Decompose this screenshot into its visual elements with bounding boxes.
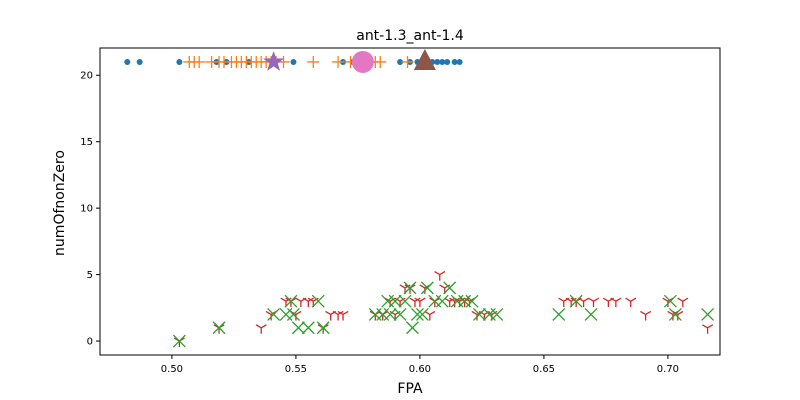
- data-point-plus: [332, 55, 345, 68]
- data-point-plus: [401, 55, 414, 68]
- data-point-x: [465, 294, 479, 308]
- y-axis-title: numOfnonZero: [52, 150, 68, 256]
- series-star: [263, 50, 285, 71]
- data-point-x: [398, 294, 412, 308]
- data-point-dot: [439, 58, 446, 65]
- data-point-triangle: [413, 48, 436, 70]
- data-point-dot: [434, 58, 441, 65]
- data-point-x: [286, 308, 300, 321]
- y-tick-label: 20: [80, 71, 93, 82]
- data-point-x: [212, 321, 226, 335]
- data-point-x: [435, 294, 449, 308]
- data-point-x: [552, 308, 566, 321]
- x-tick-label: 0.70: [657, 364, 679, 375]
- x-tick-label: 0.50: [161, 364, 183, 375]
- data-point-dot: [397, 58, 404, 65]
- data-point-tri_down: [640, 310, 652, 321]
- data-point-tri_down: [625, 297, 637, 308]
- x-tick-label: 0.65: [533, 364, 555, 375]
- data-point-x: [284, 294, 298, 308]
- series-x: [172, 281, 715, 348]
- data-point-x: [701, 308, 715, 321]
- data-point-plus: [307, 55, 320, 68]
- data-point-circle: [351, 50, 374, 73]
- data-point-x: [267, 308, 281, 321]
- data-point-x: [316, 321, 330, 335]
- chart-title: ant-1.3_ant-1.4: [356, 28, 464, 44]
- x-axis: 0.50 0.55 0.60 0.65 0.70: [161, 355, 679, 375]
- y-tick-label: 10: [80, 204, 93, 215]
- data-point-dot: [136, 58, 143, 65]
- data-point-dot: [451, 58, 458, 65]
- plot-marks: [124, 48, 715, 348]
- data-point-x: [393, 308, 407, 321]
- data-point-x: [410, 308, 424, 321]
- x-tick-label: 0.60: [409, 364, 431, 375]
- x-axis-title: FPA: [397, 381, 423, 397]
- data-point-x: [388, 294, 402, 308]
- data-point-star: [263, 50, 285, 71]
- data-point-x: [301, 321, 315, 335]
- plot-frame: [99, 47, 721, 356]
- data-point-x: [172, 334, 186, 348]
- data-point-x: [569, 294, 583, 308]
- data-point-x: [668, 308, 682, 321]
- data-point-x: [311, 294, 325, 308]
- series-triangle: [413, 48, 436, 70]
- data-point-tri_down: [610, 297, 622, 308]
- data-point-x: [663, 294, 677, 308]
- data-point-tri_down: [434, 271, 446, 281]
- data-point-dot: [124, 58, 131, 65]
- data-point-plus: [193, 55, 206, 68]
- data-point-x: [291, 321, 305, 335]
- data-point-x: [472, 308, 486, 321]
- data-point-x: [415, 308, 429, 321]
- data-point-dot: [456, 58, 463, 65]
- y-axis: 0 5 10 15 20: [80, 71, 100, 348]
- data-point-tri_down: [677, 297, 689, 308]
- x-tick-label: 0.55: [285, 364, 307, 375]
- data-point-tri_down: [702, 324, 714, 334]
- data-point-tri_down: [414, 297, 426, 308]
- data-point-plus: [374, 55, 387, 68]
- data-point-tri_down: [587, 297, 600, 308]
- data-point-x: [406, 321, 419, 335]
- y-tick-label: 15: [80, 137, 93, 148]
- series-plus: [183, 55, 414, 68]
- data-point-x: [584, 308, 598, 321]
- data-point-tri_down: [337, 310, 349, 321]
- data-point-dot: [444, 58, 451, 65]
- data-point-x: [420, 281, 434, 295]
- data-point-x: [490, 308, 504, 321]
- y-tick-label: 0: [87, 337, 93, 348]
- data-point-x: [383, 308, 397, 321]
- data-point-x: [443, 281, 457, 295]
- data-point-dot: [290, 58, 297, 65]
- data-point-tri_down: [255, 324, 267, 334]
- y-tick-label: 5: [87, 270, 93, 281]
- series-circle: [351, 50, 374, 73]
- data-point-x: [403, 281, 417, 295]
- data-point-dot: [176, 58, 183, 65]
